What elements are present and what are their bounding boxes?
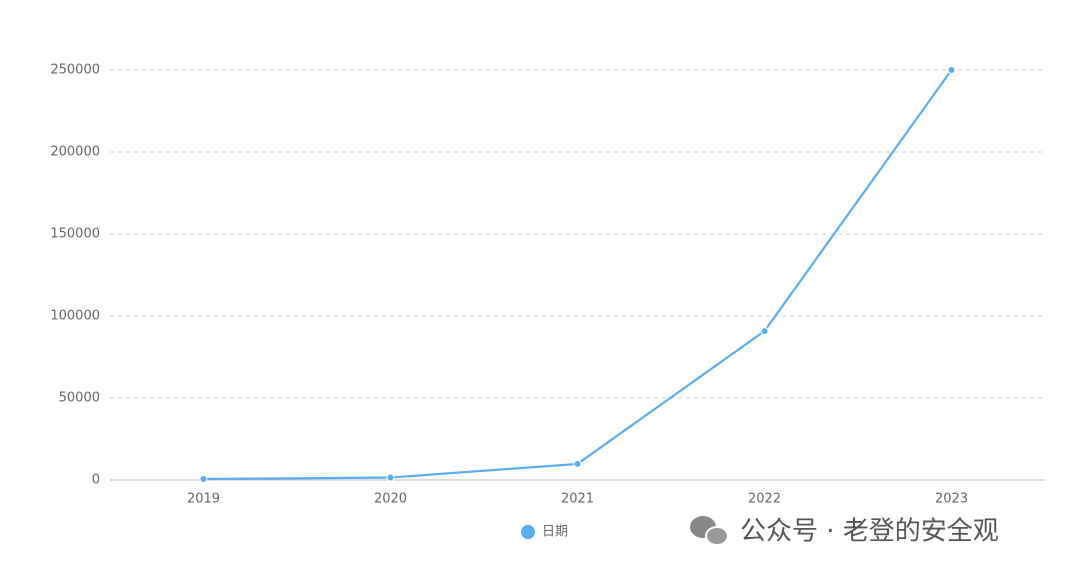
y-tick-label: 150000 (50, 227, 100, 242)
x-tick-label: 2020 (374, 492, 407, 507)
point (386, 473, 395, 482)
series-line (203, 69, 953, 481)
x-tick-label: 2021 (561, 492, 594, 507)
legend-marker (521, 525, 535, 539)
point (199, 475, 208, 484)
y-tick-label: 50000 (59, 391, 100, 406)
watermark: 公众号 · 老登的安全观 (690, 516, 999, 547)
point (760, 327, 769, 336)
y-tick-label: 100000 (50, 309, 100, 324)
y-tick-label: 0 (92, 473, 100, 488)
point (947, 66, 956, 74)
y-tick-label: 250000 (50, 63, 100, 78)
wechat-icon (705, 526, 729, 546)
point (573, 459, 582, 468)
legend-label: 日期 (542, 525, 568, 540)
x-tick-label: 2022 (748, 492, 781, 507)
y-tick-label: 200000 (50, 145, 100, 160)
x-tick-label: 2019 (187, 492, 220, 507)
watermark-text: 公众号 · 老登的安全观 (740, 517, 999, 547)
x-tick-label: 2023 (935, 492, 968, 507)
